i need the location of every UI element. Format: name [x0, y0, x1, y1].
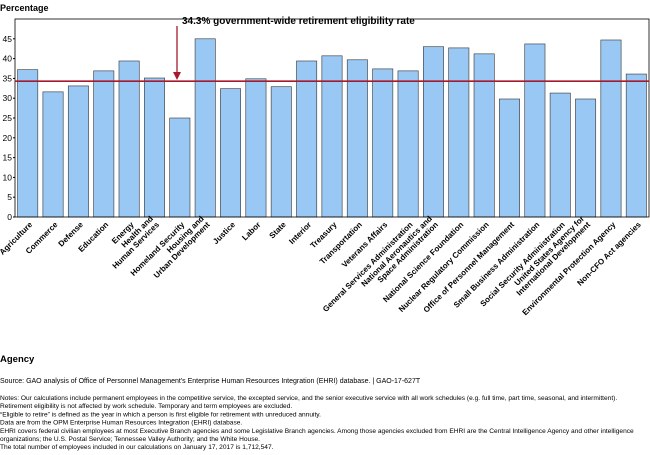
y-tick-label: 30 — [3, 93, 13, 103]
note-line: organizations; the U.S. Postal Service; … — [0, 436, 260, 443]
bar — [144, 77, 165, 218]
bar — [346, 59, 368, 218]
bar — [625, 73, 647, 218]
bar — [524, 43, 546, 218]
y-tick-label: 5 — [7, 192, 12, 202]
y-tick-label: 40 — [3, 54, 13, 64]
note-line: Retirement eligibility is not affected b… — [0, 403, 292, 410]
bar — [372, 68, 394, 218]
x-tick-label: Justice — [211, 220, 237, 246]
bar — [220, 88, 242, 218]
bar — [397, 70, 419, 218]
bar — [296, 60, 318, 218]
y-tick-label: 10 — [3, 172, 13, 182]
y-tick-label: 20 — [3, 133, 13, 143]
bar — [245, 78, 267, 218]
bar — [549, 92, 571, 218]
bar — [575, 98, 597, 218]
x-axis-label: Agency — [0, 354, 35, 365]
note-line: “Eligible to retire” is defined as the y… — [0, 411, 321, 418]
annotation: 34.3% government-wide retirement eligibi… — [182, 16, 415, 27]
bar — [169, 117, 191, 218]
bar — [321, 55, 343, 218]
note-line: EHRI covers federal civilian employees a… — [0, 428, 634, 435]
bar — [67, 85, 89, 218]
y-axis-label: Percentage — [0, 3, 49, 13]
bar — [600, 39, 622, 218]
x-tick-label: State — [268, 220, 289, 241]
bar — [93, 70, 115, 218]
source: Source: GAO analysis of Office of Person… — [0, 378, 421, 385]
y-tick-label: 25 — [3, 113, 13, 123]
note-line: The total number of employees included i… — [0, 444, 274, 451]
bar — [448, 47, 470, 218]
annotation-arrowhead — [173, 72, 181, 80]
y-tick-label: 35 — [3, 73, 13, 83]
y-tick-label: 45 — [3, 34, 13, 44]
bar — [270, 86, 292, 218]
bar — [194, 38, 216, 218]
bar — [499, 98, 520, 218]
bar — [17, 69, 39, 218]
note-line: Data are from the OPM Enterprise Human R… — [0, 420, 242, 427]
bar — [473, 53, 495, 218]
y-tick-label: 15 — [3, 153, 13, 163]
bar — [118, 60, 140, 218]
bar — [42, 91, 64, 218]
y-tick-label: 0 — [7, 212, 12, 222]
plot-frame — [14, 18, 650, 218]
note-line: Notes: Our calculations include permanen… — [0, 395, 617, 402]
bar — [422, 46, 444, 218]
x-tick-label: Labor — [240, 220, 262, 242]
